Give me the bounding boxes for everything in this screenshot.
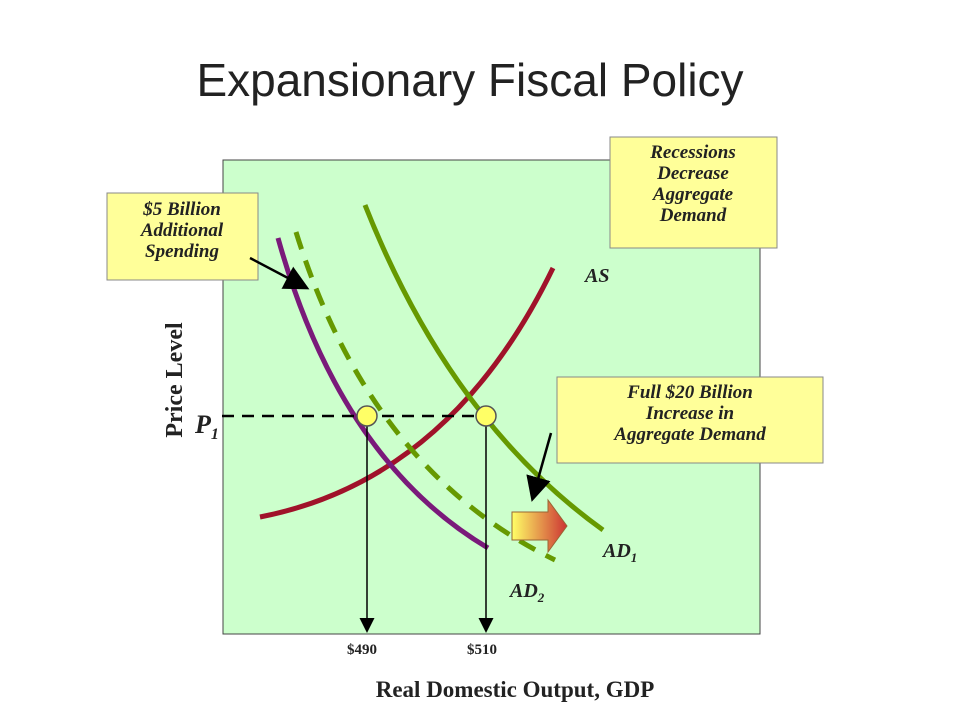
note-text: $5 Billion xyxy=(142,199,221,220)
ad1-label: AD1 xyxy=(601,540,637,565)
title: Expansionary Fiscal Policy xyxy=(196,54,743,106)
ad2-label: AD2 xyxy=(508,580,545,605)
p1-label: P1 xyxy=(194,410,219,443)
label-text: P xyxy=(194,410,212,439)
note-box xyxy=(106,192,259,281)
as-curve xyxy=(259,266,556,520)
shift-arrow xyxy=(511,498,568,554)
quantity-label: $510 xyxy=(467,642,497,658)
note-text: Aggregate xyxy=(652,184,734,205)
note-text: Spending xyxy=(145,241,219,262)
as-label: AS xyxy=(583,265,609,287)
equilibrium-point xyxy=(356,405,378,427)
pointer-arrow xyxy=(249,256,310,290)
x-axis-label: Real Domestic Output, GDP xyxy=(376,677,655,702)
note-text: Demand xyxy=(659,205,727,226)
notes: $5 BillionAdditionalSpendingRecessionsDe… xyxy=(140,142,766,445)
label-text: AD xyxy=(508,580,538,602)
note-text: Decrease xyxy=(656,163,729,184)
equilibrium-point xyxy=(475,405,497,427)
label-text: AD xyxy=(601,540,631,562)
quantity-label: $490 xyxy=(347,642,377,658)
note-box xyxy=(556,376,824,464)
note-text: Increase in xyxy=(645,403,734,424)
y-axis-label: Price Level xyxy=(162,322,188,438)
ad2-curve xyxy=(293,231,557,563)
note-text: Aggregate Demand xyxy=(613,424,766,445)
note-text: Full $20 Billion xyxy=(626,382,753,403)
note-box xyxy=(609,136,778,249)
ad1-curve xyxy=(362,204,605,533)
note-text: Recessions xyxy=(649,142,736,163)
note-text: Additional xyxy=(140,220,224,241)
pointer-arrow xyxy=(526,432,553,502)
purple-curve xyxy=(275,237,490,551)
label-sub: 1 xyxy=(631,550,638,565)
label-sub: 2 xyxy=(537,590,545,605)
label-sub: 1 xyxy=(211,426,219,443)
